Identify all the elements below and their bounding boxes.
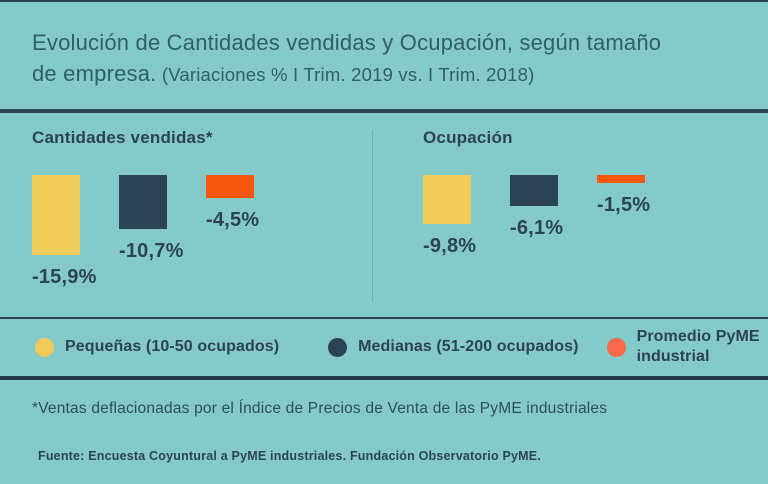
bar-value-label: -1,5%	[597, 194, 651, 216]
bar-item-cantidades-pequenas: -15,9%	[32, 175, 97, 289]
page-title-line1: Evolución de Cantidades vendidas y Ocupa…	[32, 30, 662, 55]
section-divider-line	[372, 130, 373, 302]
section-title-ocupacion: Ocupación	[423, 128, 513, 147]
bar-rect-pequenas	[32, 175, 80, 255]
section-ocupacion: Ocupación -9,8% -6,1% -1,5%	[373, 113, 768, 317]
legend-top-rule	[0, 317, 768, 319]
bar-item-ocupacion-promedio: -1,5%	[597, 175, 651, 217]
section-title-cantidades: Cantidades vendidas*	[32, 128, 213, 147]
title-divider-rule	[0, 109, 768, 113]
bar-rect-pequenas	[423, 175, 471, 224]
bar-rect-medianas	[510, 175, 558, 206]
bar-value-label: -9,8%	[423, 235, 477, 257]
bar-item-ocupacion-medianas: -6,1%	[510, 175, 564, 240]
bar-value-label: -10,7%	[119, 240, 184, 262]
page-title-line2: de empresa. (Variaciones % I Trim. 2019 …	[32, 58, 736, 90]
legend-item-medianas: Medianas (51-200 ocupados)	[328, 337, 578, 357]
bar-item-ocupacion-pequenas: -9,8%	[423, 175, 477, 258]
page-title-line2-main: de empresa.	[32, 61, 157, 86]
legend: Pequeñas (10-50 ocupados) Medianas (51-2…	[0, 319, 768, 376]
section-cantidades-vendidas: Cantidades vendidas* -15,9% -10,7% -4,5%	[0, 113, 372, 317]
bar-value-label: -6,1%	[510, 217, 564, 239]
bar-rect-promedio	[597, 175, 645, 183]
bar-value-label: -15,9%	[32, 266, 97, 288]
page-title-subtitle: (Variaciones % I Trim. 2019 vs. I Trim. …	[156, 64, 535, 85]
legend-label: Pequeñas (10-50 ocupados)	[65, 338, 280, 355]
legend-bottom-rule	[0, 375, 768, 380]
bar-rect-medianas	[119, 175, 167, 229]
bar-item-cantidades-medianas: -10,7%	[119, 175, 184, 263]
header: Evolución de Cantidades vendidas y Ocupa…	[0, 2, 768, 90]
legend-item-promedio: Promedio PyME industrial	[606, 327, 767, 367]
legend-dot-medianas	[328, 337, 348, 357]
legend-label: Promedio PyME industrial	[636, 328, 760, 365]
legend-label: Medianas (51-200 ocupados)	[358, 338, 579, 355]
legend-dot-promedio	[606, 337, 626, 357]
footnote-text: *Ventas deflacionadas por el Índice de P…	[32, 399, 608, 417]
bar-group-ocupacion: -9,8% -6,1% -1,5%	[423, 175, 768, 258]
legend-item-pequenas: Pequeñas (10-50 ocupados)	[35, 337, 279, 357]
legend-dot-pequenas	[35, 337, 54, 357]
bar-item-cantidades-promedio: -4,5%	[206, 175, 260, 232]
chart-area: Cantidades vendidas* -15,9% -10,7% -4,5%…	[0, 113, 768, 317]
bar-rect-promedio	[206, 175, 254, 198]
source-text: Fuente: Encuesta Coyuntural a PyME indus…	[38, 448, 541, 463]
bar-value-label: -4,5%	[206, 209, 260, 231]
bar-group-cantidades: -15,9% -10,7% -4,5%	[32, 175, 372, 289]
